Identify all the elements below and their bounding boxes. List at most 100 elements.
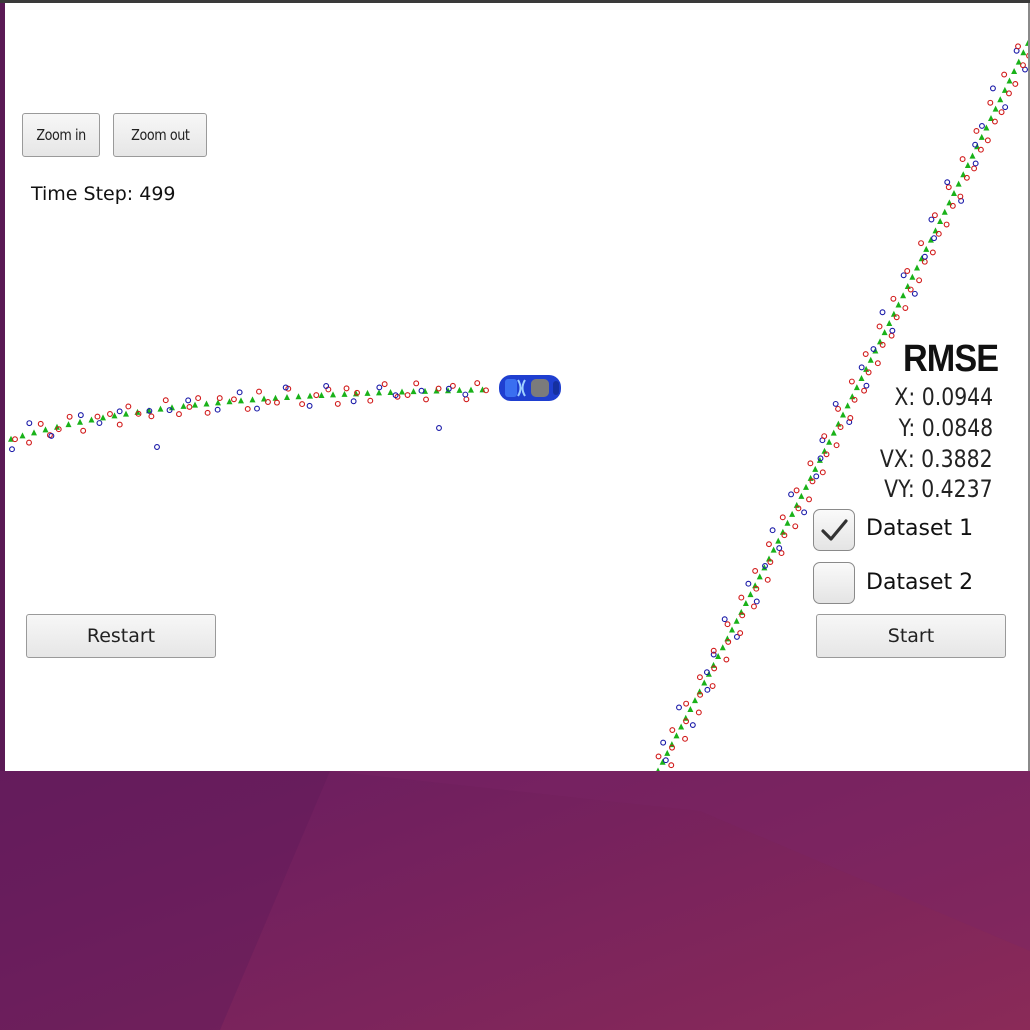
ground-truth-marker	[937, 218, 944, 225]
ground-truth-marker	[983, 124, 990, 131]
ground-truth-marker	[789, 510, 796, 517]
ground-truth-marker	[969, 152, 976, 159]
rmse-title: RMSE	[903, 338, 999, 380]
zoom-in-label: Zoom in	[36, 126, 86, 144]
ground-truth-marker	[715, 653, 722, 660]
radar-measurement	[724, 621, 731, 628]
radar-measurement	[902, 305, 909, 311]
radar-measurement	[463, 396, 470, 403]
radar-measurement	[695, 709, 702, 716]
radar-measurement	[186, 403, 193, 410]
window-top-border	[0, 0, 1030, 3]
ground-truth-marker	[330, 391, 336, 398]
radar-measurement	[767, 559, 774, 565]
start-button[interactable]: Start	[816, 614, 1006, 658]
radar-measurement	[244, 405, 251, 412]
lidar-measurement	[944, 179, 951, 186]
ground-truth-marker	[364, 389, 371, 396]
ground-truth-marker	[844, 402, 851, 409]
lidar-measurement	[146, 407, 153, 414]
radar-measurement	[977, 146, 984, 153]
ground-truth-marker	[456, 386, 463, 393]
radar-measurement	[162, 397, 169, 404]
trajectory-canvas[interactable]	[5, 3, 1028, 771]
lidar-measurement	[721, 616, 728, 623]
radar-measurement	[918, 240, 925, 247]
lidar-measurement	[662, 757, 669, 764]
radar-measurement	[697, 691, 704, 698]
lidar-measurement	[77, 412, 84, 419]
ground-truth-marker	[692, 697, 698, 704]
radar-measurement	[381, 381, 388, 388]
ground-truth-marker	[909, 273, 916, 280]
ground-truth-marker	[656, 767, 660, 771]
restart-button[interactable]: Restart	[26, 614, 216, 658]
radar-measurement	[204, 409, 211, 416]
radar-measurement	[916, 277, 923, 284]
zoom-out-label: Zoom out	[130, 126, 190, 144]
dataset-2-label[interactable]: Dataset 2	[866, 570, 974, 595]
ground-truth-marker	[890, 310, 897, 317]
ground-truth-marker	[687, 705, 694, 712]
radar-measurement	[256, 388, 262, 395]
lidar-measurement	[813, 473, 820, 480]
ground-truth-marker	[65, 421, 72, 428]
dataset-1-checkbox[interactable]	[813, 509, 855, 551]
lidar-measurement	[911, 290, 918, 297]
radar-measurement	[474, 380, 481, 387]
radar-measurement	[921, 258, 928, 265]
zoom-out-button[interactable]: Zoom out	[113, 113, 207, 157]
radar-measurement	[984, 137, 991, 144]
radar-measurement	[751, 603, 757, 610]
radar-measurement	[483, 387, 489, 394]
radar-measurement	[80, 427, 87, 434]
lidar-measurement	[48, 432, 55, 439]
ground-truth-marker	[1020, 49, 1027, 56]
radar-measurement	[888, 332, 895, 339]
ground-truth-marker	[941, 208, 948, 215]
radar-measurement	[764, 576, 771, 583]
ground-truth-marker	[770, 546, 777, 553]
lidar-measurement	[96, 420, 103, 426]
radar-measurement	[865, 369, 872, 376]
radar-measurement	[807, 460, 814, 467]
lidar-measurement	[676, 704, 682, 711]
ground-truth-marker	[307, 392, 313, 399]
lidar-measurement	[788, 491, 795, 498]
dataset-2-checkbox[interactable]	[813, 562, 855, 604]
lidar-measurement	[832, 400, 839, 407]
ground-truth-marker	[978, 133, 985, 140]
ground-truth-marker	[318, 391, 325, 398]
radar-measurement	[696, 674, 703, 681]
ground-truth-marker	[284, 393, 290, 400]
zoom-in-button[interactable]: Zoom in	[22, 113, 100, 157]
radar-measurement	[971, 165, 978, 172]
ground-truth-marker	[261, 395, 267, 402]
lidar-measurement	[979, 122, 985, 129]
radar-measurement	[766, 541, 772, 548]
ground-truth-marker	[410, 388, 417, 395]
ground-truth-marker	[752, 582, 759, 589]
radar-measurement	[963, 174, 970, 181]
ground-truth-marker	[900, 292, 907, 299]
ground-truth-marker	[226, 398, 233, 405]
lidar-measurement	[154, 444, 160, 450]
ground-truth-marker	[238, 397, 244, 404]
radar-measurement	[907, 286, 914, 293]
radar-measurement	[12, 436, 18, 443]
lidar-measurement	[116, 408, 123, 415]
lidar-measurement	[445, 385, 452, 392]
ground-truth-marker	[997, 96, 1004, 103]
radar-measurement	[738, 594, 745, 601]
radar-measurement	[904, 268, 911, 274]
ground-truth-marker	[932, 227, 939, 234]
dataset-1-label[interactable]: Dataset 1	[866, 516, 974, 541]
lidar-measurement	[769, 527, 776, 534]
radar-measurement	[334, 400, 341, 407]
ground-truth-marker	[923, 245, 930, 252]
ground-truth-marker	[1001, 86, 1008, 93]
ground-truth-marker	[877, 338, 883, 345]
lidar-measurement	[660, 739, 667, 746]
radar-measurement	[1020, 62, 1026, 69]
radar-measurement	[806, 496, 812, 503]
